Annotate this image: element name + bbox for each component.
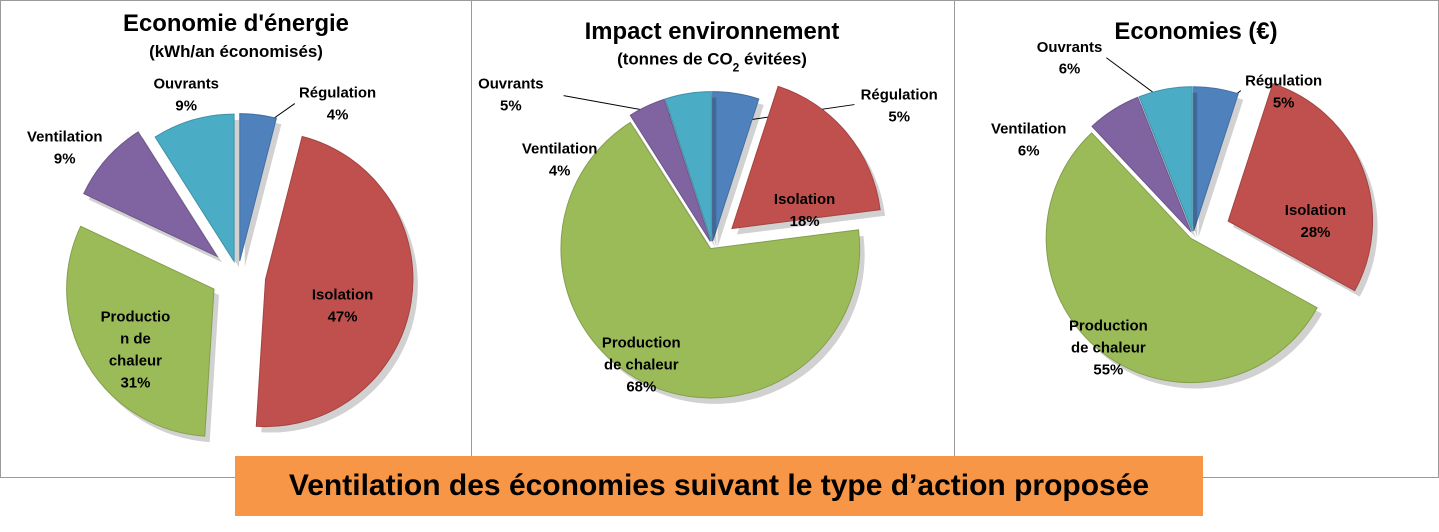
slice-label-ouvrants: Ouvrants 6%: [1037, 39, 1103, 78]
slice-ouvrants: [1138, 86, 1193, 232]
slice-label-ouvrants: Ouvrants 9%: [153, 76, 219, 115]
slice-ouvrants: [154, 113, 235, 264]
slice-ouvrants: [664, 91, 712, 242]
chart-panel-energy: Economie d'énergie (kWh/an économisés) Rég…: [0, 0, 472, 478]
slice-production-chaleur: [560, 121, 861, 399]
slice-label-isolation: Isolation 47%: [312, 287, 373, 326]
pie-chart-savings: Economies (€) Régulation 5% Isolation 28% Pro…: [991, 18, 1378, 389]
slice-regulation: [239, 113, 277, 262]
slice-label-regulation: Régulation 5%: [1245, 73, 1322, 112]
slice-label-isolation: Isolation 28%: [1285, 202, 1346, 241]
slice-label-isolation: Isolation 18%: [774, 191, 835, 230]
slice-ventilation: [1091, 96, 1192, 232]
slice-isolation: [731, 85, 881, 230]
chart-panel-savings: Economies (€) Régulation 5% Isolation 28% Pro…: [954, 0, 1439, 478]
chart-title: Economie d'énergie: [123, 10, 349, 37]
leader-line: [1106, 57, 1161, 98]
chart-title: Economies (€): [1114, 18, 1277, 45]
slice-isolation: [255, 135, 414, 428]
slice-label-ouvrants: Ouvrants 5%: [478, 76, 544, 115]
chart-panel-environment: Impact environnement (tonnes de CO2 évité…: [471, 0, 955, 478]
slice-label-regulation: Régulation 5%: [861, 87, 938, 126]
pie-chart-energy: Economie d'énergie (kWh/an économisés) Rég…: [27, 10, 418, 443]
slice-ventilation: [629, 98, 711, 242]
pie-chart-environment: Impact environnement (tonnes de CO2 évité…: [478, 18, 938, 404]
chart-title: Impact environnement: [585, 18, 840, 45]
slice-regulation: [1193, 86, 1239, 232]
chart-subtitle: (kWh/an économisés): [149, 42, 323, 61]
slice-production-chaleur: [66, 225, 215, 437]
slice-label-production-chaleur: Production de chaleur 55%: [1069, 318, 1148, 379]
chart-subtitle: (tonnes de CO2 évitées): [617, 50, 807, 75]
slice-label-ventilation: Ventilation 4%: [522, 140, 597, 179]
slice-label-production-chaleur: Production de chaleur 68%: [602, 335, 681, 396]
slice-label-regulation: Régulation 4%: [299, 85, 376, 124]
slice-label-ventilation: Ventilation 9%: [27, 128, 102, 167]
slice-isolation: [1227, 83, 1374, 292]
slice-ventilation: [83, 131, 219, 258]
slice-production-chaleur: [1045, 132, 1318, 383]
slice-label-production-chaleur: Productio n de chaleur 31%: [101, 309, 171, 392]
slice-label-ventilation: Ventilation 6%: [991, 120, 1066, 159]
caption-banner: Ventilation des économies suivant le typ…: [235, 456, 1203, 516]
slice-regulation: [712, 91, 760, 242]
